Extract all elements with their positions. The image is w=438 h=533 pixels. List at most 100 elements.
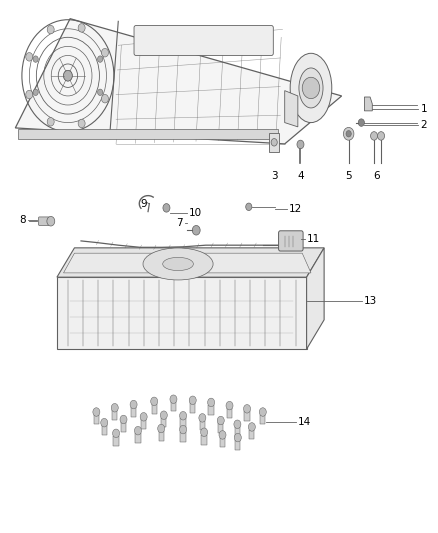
Bar bbox=[121, 422, 126, 432]
Circle shape bbox=[234, 420, 241, 429]
Circle shape bbox=[98, 89, 103, 95]
Ellipse shape bbox=[290, 53, 332, 123]
Text: 13: 13 bbox=[364, 296, 377, 306]
Text: 1: 1 bbox=[420, 104, 427, 114]
Circle shape bbox=[189, 396, 196, 405]
Circle shape bbox=[271, 139, 277, 146]
Bar bbox=[113, 436, 119, 446]
Circle shape bbox=[226, 401, 233, 410]
Bar bbox=[94, 415, 99, 424]
Bar bbox=[159, 431, 164, 441]
Circle shape bbox=[160, 411, 167, 419]
Circle shape bbox=[158, 424, 165, 433]
Circle shape bbox=[33, 56, 38, 62]
Circle shape bbox=[130, 400, 137, 409]
Circle shape bbox=[134, 426, 141, 435]
FancyBboxPatch shape bbox=[39, 217, 49, 225]
Polygon shape bbox=[364, 97, 372, 111]
Bar bbox=[244, 411, 250, 421]
Bar bbox=[57, 277, 307, 349]
Circle shape bbox=[297, 140, 304, 149]
Circle shape bbox=[98, 56, 103, 62]
Circle shape bbox=[208, 398, 215, 407]
Text: 11: 11 bbox=[307, 234, 320, 244]
Circle shape bbox=[47, 26, 54, 34]
Ellipse shape bbox=[143, 248, 213, 280]
Bar bbox=[235, 440, 240, 450]
Circle shape bbox=[151, 397, 158, 406]
Bar bbox=[200, 421, 205, 430]
Text: 4: 4 bbox=[297, 171, 304, 181]
Text: 9: 9 bbox=[140, 199, 147, 208]
Text: 12: 12 bbox=[289, 204, 302, 214]
Text: 6: 6 bbox=[373, 171, 380, 181]
Circle shape bbox=[358, 119, 364, 126]
Circle shape bbox=[47, 216, 55, 226]
Circle shape bbox=[102, 49, 109, 57]
Circle shape bbox=[234, 433, 241, 442]
Circle shape bbox=[219, 431, 226, 439]
Polygon shape bbox=[285, 91, 298, 127]
Bar bbox=[249, 430, 254, 439]
Bar bbox=[161, 418, 166, 427]
Circle shape bbox=[64, 70, 72, 81]
Polygon shape bbox=[57, 248, 324, 277]
Circle shape bbox=[111, 403, 118, 412]
Circle shape bbox=[78, 119, 85, 128]
Circle shape bbox=[192, 225, 200, 235]
Bar bbox=[180, 432, 186, 442]
Bar bbox=[18, 129, 278, 139]
Circle shape bbox=[343, 127, 354, 140]
Circle shape bbox=[26, 90, 33, 99]
Text: 3: 3 bbox=[271, 171, 278, 181]
Circle shape bbox=[199, 414, 206, 422]
Circle shape bbox=[102, 94, 109, 103]
Bar bbox=[135, 433, 141, 443]
Ellipse shape bbox=[163, 257, 194, 271]
Text: 8: 8 bbox=[20, 215, 26, 224]
Bar bbox=[171, 402, 176, 411]
Text: 7: 7 bbox=[177, 218, 183, 228]
Circle shape bbox=[246, 203, 252, 211]
Polygon shape bbox=[64, 253, 311, 273]
Circle shape bbox=[113, 429, 120, 438]
Circle shape bbox=[248, 423, 255, 431]
Circle shape bbox=[140, 413, 147, 421]
Ellipse shape bbox=[299, 68, 323, 108]
Circle shape bbox=[26, 53, 33, 61]
Bar bbox=[102, 425, 107, 435]
Circle shape bbox=[170, 395, 177, 403]
Polygon shape bbox=[269, 133, 279, 152]
FancyBboxPatch shape bbox=[134, 26, 273, 55]
Bar bbox=[190, 403, 195, 413]
Circle shape bbox=[33, 89, 38, 95]
Bar bbox=[201, 435, 207, 445]
Circle shape bbox=[78, 23, 85, 32]
Bar bbox=[141, 419, 146, 429]
Text: 2: 2 bbox=[420, 120, 427, 130]
Circle shape bbox=[378, 132, 385, 140]
Circle shape bbox=[180, 411, 187, 420]
Bar bbox=[152, 404, 157, 414]
Bar bbox=[180, 418, 186, 428]
Circle shape bbox=[217, 416, 224, 425]
Bar bbox=[208, 405, 214, 415]
Bar bbox=[131, 407, 136, 417]
Text: 14: 14 bbox=[298, 417, 311, 427]
Bar bbox=[235, 427, 240, 437]
Circle shape bbox=[371, 132, 378, 140]
Polygon shape bbox=[307, 248, 324, 349]
Bar bbox=[220, 438, 225, 447]
Text: 5: 5 bbox=[345, 171, 352, 181]
Bar bbox=[112, 410, 117, 420]
Circle shape bbox=[163, 204, 170, 212]
Circle shape bbox=[244, 405, 251, 413]
Bar bbox=[260, 415, 265, 424]
Text: 10: 10 bbox=[188, 208, 201, 218]
Circle shape bbox=[93, 408, 100, 416]
Circle shape bbox=[101, 418, 108, 427]
Bar bbox=[227, 408, 232, 418]
FancyBboxPatch shape bbox=[279, 231, 303, 251]
Circle shape bbox=[259, 408, 266, 416]
Circle shape bbox=[346, 131, 351, 137]
